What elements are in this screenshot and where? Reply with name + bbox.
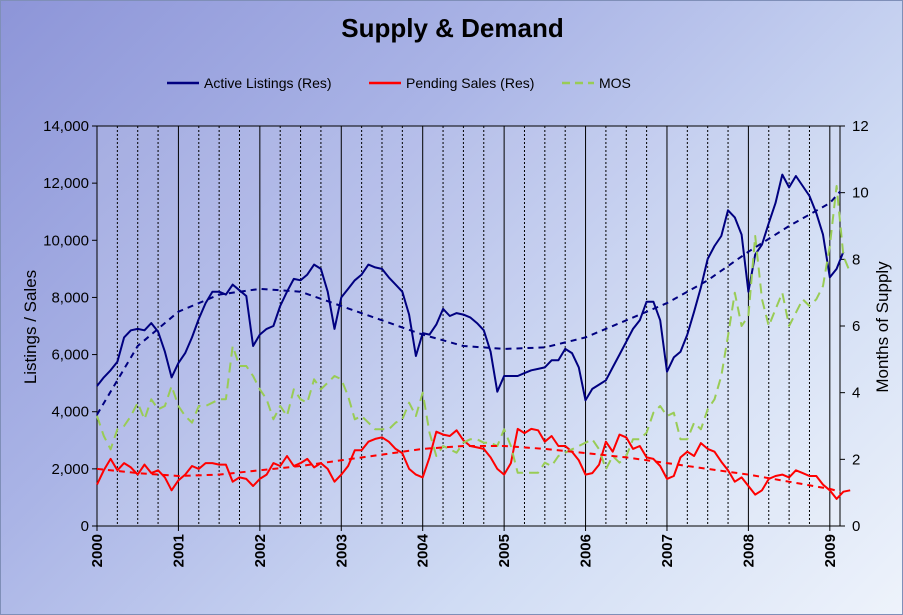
x-tick-label: 2002 bbox=[252, 534, 269, 567]
y-tick-label: 0 bbox=[81, 518, 89, 535]
legend-label-mos: MOS bbox=[599, 75, 631, 91]
y-tick-label: 14,000 bbox=[43, 118, 89, 135]
plot-area: 0 2,000 4,000 6,000 8,000 10,000 12,000 14,000 0… bbox=[43, 118, 869, 567]
plot-border bbox=[96, 125, 841, 527]
x-tick-label: 2006 bbox=[578, 534, 595, 567]
x-tick-label: 2009 bbox=[822, 534, 839, 567]
x-tick-label: 2007 bbox=[659, 534, 676, 567]
y2-tick-label: 2 bbox=[852, 451, 860, 468]
x-tick-label: 2005 bbox=[496, 534, 513, 567]
y-tick-label: 4,000 bbox=[51, 404, 89, 421]
x-tick-label: 2000 bbox=[89, 534, 106, 567]
series-line-active-listings-trend bbox=[96, 191, 841, 416]
legend-label-pending: Pending Sales (Res) bbox=[406, 75, 534, 91]
y2-axis-label: Months of Supply bbox=[873, 261, 892, 393]
series-line-mos bbox=[96, 185, 852, 474]
y-tick-label: 12,000 bbox=[43, 175, 89, 192]
legend: Active Listings (Res) Pending Sales (Res… bbox=[167, 75, 631, 91]
y2-tick-label: 0 bbox=[852, 518, 860, 535]
y-tick-label: 8,000 bbox=[51, 289, 89, 306]
y2-tick-label: 8 bbox=[852, 251, 860, 268]
y2-tick-label: 4 bbox=[852, 385, 860, 402]
legend-label-active: Active Listings (Res) bbox=[204, 75, 332, 91]
y2-tick-label: 10 bbox=[852, 185, 869, 202]
y-tick-label: 2,000 bbox=[51, 461, 89, 478]
y2-tick-label: 6 bbox=[852, 318, 860, 335]
y2-tick-label: 12 bbox=[852, 118, 869, 135]
x-tick-label: 2001 bbox=[170, 534, 187, 567]
y-axis-label: Listings / Sales bbox=[21, 270, 40, 384]
x-tick-label: 2004 bbox=[415, 533, 432, 567]
chart-title: Supply & Demand bbox=[341, 13, 564, 43]
series-line-pending-sales-trend bbox=[96, 445, 841, 493]
x-tick-label: 2008 bbox=[740, 534, 757, 567]
y-tick-label: 6,000 bbox=[51, 347, 89, 364]
series-line-active-listings-res bbox=[96, 173, 845, 402]
y-tick-label: 10,000 bbox=[43, 232, 89, 249]
x-tick-label: 2003 bbox=[333, 534, 350, 567]
